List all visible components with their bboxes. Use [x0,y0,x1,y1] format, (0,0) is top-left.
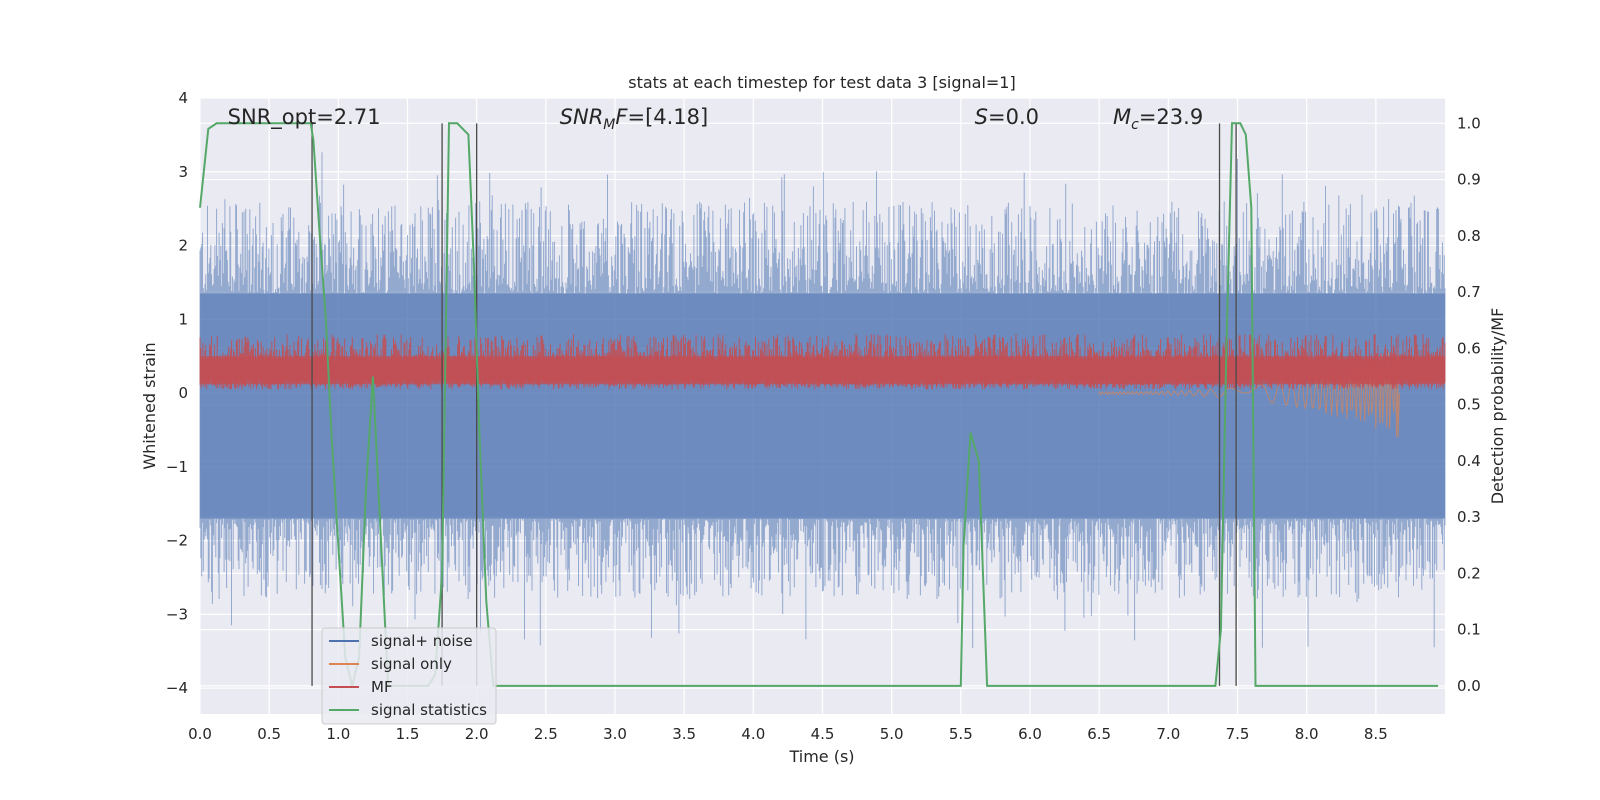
y-tick-label: −2 [166,532,188,550]
annotations: SNR_opt=2.71 SNRMF=[4.18] S=0.0 Mc=23.9 [228,105,1204,133]
detection-markers [311,123,1237,686]
x-tick-label: 2.5 [534,725,558,743]
legend-label-signal-only: signal only [371,655,452,673]
y-tick-label: −3 [166,605,188,623]
y-tick-label: 3 [178,163,188,181]
annotation-0: SNR_opt=2.71 [228,105,381,130]
x-tick-labels: 0.0 0.5 1.0 1.5 2.0 2.5 3.0 3.5 4.0 4.5 5.0 5.5 6.0 6… [188,725,1388,743]
y-tick-label: 2 [178,237,188,255]
y-tick-label: 4 [178,89,188,107]
x-tick-label: 5.5 [949,725,973,743]
y2-tick-label: 0.1 [1457,621,1481,639]
x-tick-label: 3.5 [672,725,696,743]
y-tick-label: −1 [166,458,188,476]
y2-tick-label: 0.2 [1457,564,1481,582]
x-tick-label: 7.0 [1156,725,1180,743]
x-tick-label: 1.0 [326,725,350,743]
x-tick-label: 3.0 [603,725,627,743]
legend-label-signal-statistics: signal statistics [371,701,487,719]
x-tick-label: 1.5 [396,725,420,743]
x-tick-label: 6.5 [1087,725,1111,743]
x-tick-label: 8.5 [1364,725,1388,743]
x-tick-label: 0.5 [257,725,281,743]
y2-tick-label: 0.4 [1457,452,1481,470]
signal-only-trace [1098,347,1400,438]
series-mf [199,334,1446,390]
x-tick-label: 4.5 [811,725,835,743]
y-tick-labels: −4 −3 −2 −1 0 1 2 3 4 [166,89,188,697]
y2-tick-labels: 0.0 0.1 0.2 0.3 0.4 0.5 0.6 0.7 0.8 0.9 1.0 [1457,114,1481,695]
y2-tick-label: 0.3 [1457,508,1481,526]
x-tick-label: 4.0 [741,725,765,743]
y-axis-label: Whitened strain [140,342,159,469]
y2-axis-label: Detection probability/MF [1488,308,1507,505]
series-signal-noise [199,152,1446,648]
x-tick-label: 2.0 [465,725,489,743]
legend: signal+ noise signal only MF signal stat… [321,627,497,725]
y-tick-label: 0 [178,384,188,402]
y2-tick-label: 0.7 [1457,283,1481,301]
x-tick-label: 6.0 [1018,725,1042,743]
chart-title: stats at each timestep for test data 3 [… [628,73,1015,92]
x-tick-label: 8.0 [1295,725,1319,743]
y2-tick-label: 1.0 [1457,114,1481,132]
x-tick-label: 0.0 [188,725,212,743]
annotation-3: Mc=23.9 [1113,105,1203,133]
y2-tick-label: 0.5 [1457,396,1481,414]
y2-tick-label: 0.8 [1457,227,1481,245]
y2-tick-label: 0.0 [1457,677,1481,695]
y2-tick-label: 0.6 [1457,339,1481,357]
annotation-1: SNRMF=[4.18] [560,105,709,133]
y-tick-label: −4 [166,679,188,697]
y-tick-label: 1 [178,310,188,328]
y2-tick-label: 0.9 [1457,171,1481,189]
x-tick-label: 5.0 [880,725,904,743]
annotation-2: S=0.0 [975,105,1039,129]
x-tick-label: 7.5 [1226,725,1250,743]
series-signal-only [1098,347,1400,438]
legend-label-mf: MF [371,678,393,696]
legend-box [321,627,497,725]
x-axis-label: Time (s) [788,747,854,766]
legend-label-signal-noise: signal+ noise [371,632,473,650]
